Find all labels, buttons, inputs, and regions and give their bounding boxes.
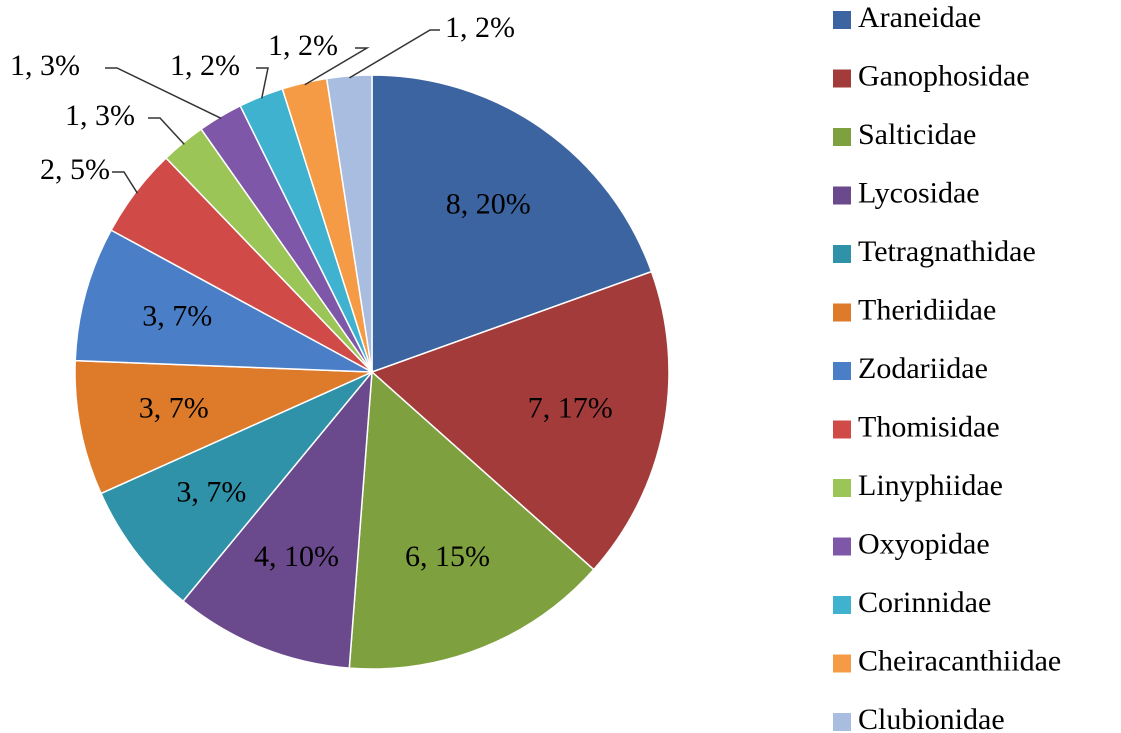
- legend-swatch: [833, 128, 851, 146]
- data-label: 1, 3%: [65, 99, 135, 132]
- legend-label: Oxyopidae: [858, 527, 990, 560]
- legend-label: Linyphiidae: [858, 469, 1003, 502]
- legend-swatch: [833, 303, 851, 322]
- legend-label: Theridiidae: [858, 293, 996, 326]
- data-label: 1, 2%: [268, 29, 338, 62]
- legend-label: Thomisidae: [858, 410, 1000, 443]
- legend-swatch: [833, 186, 851, 205]
- legend-swatch: [833, 420, 851, 439]
- legend-swatch: [833, 654, 851, 673]
- legend-label: Corinnidae: [858, 586, 991, 619]
- data-label: 1, 3%: [10, 49, 80, 82]
- legend-label: Lycosidae: [858, 176, 980, 209]
- data-label: 7, 17%: [528, 391, 613, 424]
- legend-label: Araneidae: [858, 1, 981, 34]
- legend-swatch: [833, 537, 851, 556]
- legend-swatch: [833, 69, 851, 88]
- leader-line: [148, 117, 185, 145]
- pie-slice: [74, 359, 373, 495]
- leader-line: [349, 29, 440, 79]
- data-label: 3, 7%: [139, 391, 209, 424]
- legend-swatch: [833, 479, 851, 497]
- data-label: 6, 15%: [405, 540, 490, 573]
- leader-line: [105, 67, 222, 120]
- legend-swatch: [833, 596, 851, 614]
- pie-slice: [325, 74, 373, 373]
- pie-slice: [371, 74, 653, 374]
- data-label: 4, 10%: [254, 540, 339, 573]
- leader-line: [304, 47, 370, 86]
- data-label: 8, 20%: [446, 188, 531, 221]
- leader-line: [112, 171, 139, 194]
- legend-swatch: [833, 11, 851, 29]
- legend-label: Tetragnathidae: [858, 235, 1036, 268]
- data-label: 2, 5%: [40, 153, 110, 186]
- pie-slice: [99, 371, 373, 603]
- legend-swatch: [833, 245, 851, 263]
- legend-label: Clubionidae: [858, 703, 1005, 733]
- legend-label: Ganophosidae: [858, 59, 1030, 92]
- legend-label: Salticidae: [858, 118, 976, 151]
- legend-swatch: [833, 713, 851, 731]
- pie-slice: [348, 370, 595, 670]
- data-label: 3, 7%: [176, 475, 246, 508]
- pie-slice: [370, 270, 670, 571]
- data-label: 3, 7%: [142, 299, 212, 332]
- legend-label: Cheiracanthiidae: [858, 644, 1061, 677]
- pie-slice: [74, 229, 373, 373]
- leader-line: [256, 67, 269, 99]
- data-label: 1, 2%: [445, 11, 515, 44]
- legend-label: Zodariidae: [858, 352, 988, 385]
- pie-slice: [181, 369, 373, 669]
- legend-swatch: [833, 362, 851, 380]
- data-label: 1, 2%: [170, 49, 240, 82]
